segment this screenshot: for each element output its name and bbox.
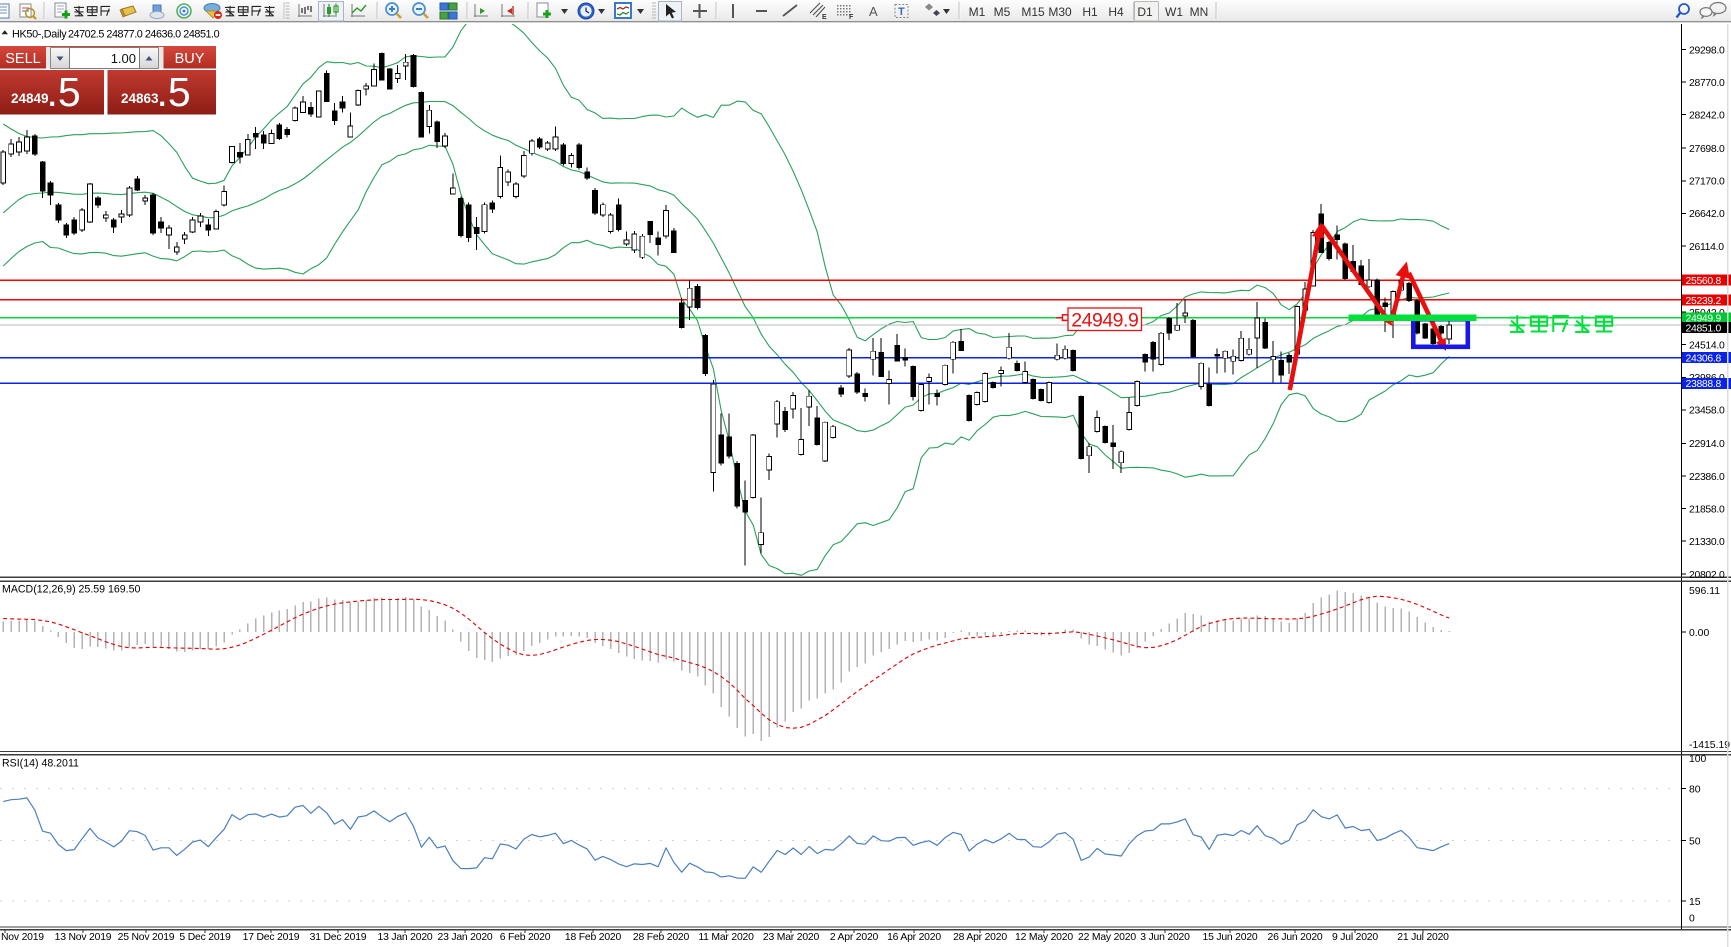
svg-text:Nov 2019: Nov 2019 xyxy=(1,932,44,943)
svg-text:-1415.19: -1415.19 xyxy=(1689,740,1730,751)
svg-text:80: 80 xyxy=(1689,784,1701,795)
svg-text:27170.0: 27170.0 xyxy=(1689,177,1725,188)
svg-text:25 Nov 2019: 25 Nov 2019 xyxy=(118,932,175,943)
svg-text:22914.0: 22914.0 xyxy=(1689,439,1725,450)
svg-text:H4: H4 xyxy=(1108,5,1124,19)
svg-text:0: 0 xyxy=(1689,914,1695,925)
svg-text:11 Mar 2020: 11 Mar 2020 xyxy=(698,932,754,943)
svg-text:15: 15 xyxy=(1689,897,1701,908)
svg-text:F: F xyxy=(849,14,854,21)
svg-text:25239.2: 25239.2 xyxy=(1686,296,1722,307)
svg-text:21 Jul 2020: 21 Jul 2020 xyxy=(1397,932,1449,943)
svg-text:16 Apr 2020: 16 Apr 2020 xyxy=(887,932,941,943)
svg-text:W1: W1 xyxy=(1165,5,1183,19)
svg-text:BUY: BUY xyxy=(175,51,205,67)
svg-text:M5: M5 xyxy=(994,5,1011,19)
svg-text:50: 50 xyxy=(1689,836,1701,847)
svg-text:D1: D1 xyxy=(1137,5,1153,19)
svg-text:22386.0: 22386.0 xyxy=(1689,472,1725,483)
svg-text:24949.9: 24949.9 xyxy=(1071,310,1138,332)
svg-text:SELL: SELL xyxy=(5,51,40,67)
svg-text:0.00: 0.00 xyxy=(1689,628,1709,639)
svg-text:28242.0: 28242.0 xyxy=(1689,110,1725,121)
svg-text:15 Jun 2020: 15 Jun 2020 xyxy=(1203,932,1258,943)
svg-text:28 Apr 2020: 28 Apr 2020 xyxy=(953,932,1007,943)
svg-text:.5: .5 xyxy=(47,69,81,115)
svg-text:25560.8: 25560.8 xyxy=(1686,276,1722,287)
svg-text:24863: 24863 xyxy=(121,91,159,106)
svg-text:21330.0: 21330.0 xyxy=(1689,537,1725,548)
svg-text:5 Dec 2019: 5 Dec 2019 xyxy=(179,932,231,943)
svg-text:RSI(14) 48.2011: RSI(14) 48.2011 xyxy=(2,758,79,770)
svg-text:28770.0: 28770.0 xyxy=(1689,78,1725,89)
svg-text:24306.8: 24306.8 xyxy=(1686,353,1722,364)
svg-text:27698.0: 27698.0 xyxy=(1689,144,1725,155)
svg-text:M15: M15 xyxy=(1021,5,1045,19)
svg-text:31 Dec 2019: 31 Dec 2019 xyxy=(310,932,367,943)
svg-text:E: E xyxy=(822,14,827,21)
svg-text:24514.0: 24514.0 xyxy=(1689,340,1725,351)
svg-text:3 Jun 2020: 3 Jun 2020 xyxy=(1140,932,1190,943)
svg-text:22 May 2020: 22 May 2020 xyxy=(1078,932,1136,943)
svg-text:26642.0: 26642.0 xyxy=(1689,209,1725,220)
svg-text:T: T xyxy=(898,6,905,18)
svg-text:28 Feb 2020: 28 Feb 2020 xyxy=(633,932,690,943)
svg-text:29298.0: 29298.0 xyxy=(1689,45,1725,56)
svg-text:596.11: 596.11 xyxy=(1689,586,1720,597)
svg-text:24949.9: 24949.9 xyxy=(1686,314,1722,325)
svg-text:1.00: 1.00 xyxy=(111,51,136,66)
svg-text:21858.0: 21858.0 xyxy=(1689,504,1725,515)
svg-text:6 Feb 2020: 6 Feb 2020 xyxy=(500,932,551,943)
svg-text:26 Jun 2020: 26 Jun 2020 xyxy=(1268,932,1323,943)
svg-text:2 Apr 2020: 2 Apr 2020 xyxy=(830,932,879,943)
svg-text:MN: MN xyxy=(1190,5,1209,19)
svg-text:H1: H1 xyxy=(1082,5,1098,19)
svg-text:MACD(12,26,9) 25.59 169.50: MACD(12,26,9) 25.59 169.50 xyxy=(2,584,140,596)
svg-text:9 Jul 2020: 9 Jul 2020 xyxy=(1332,932,1378,943)
svg-text:A: A xyxy=(869,4,878,19)
svg-text:13 Nov 2019: 13 Nov 2019 xyxy=(55,932,112,943)
svg-text:.5: .5 xyxy=(157,69,191,115)
svg-text:M30: M30 xyxy=(1048,5,1072,19)
svg-text:17 Dec 2019: 17 Dec 2019 xyxy=(243,932,300,943)
svg-text:13 Jan 2020: 13 Jan 2020 xyxy=(378,932,433,943)
svg-text:24851.0: 24851.0 xyxy=(1686,323,1722,334)
svg-text:M1: M1 xyxy=(969,5,986,19)
svg-text:23458.0: 23458.0 xyxy=(1689,406,1725,417)
svg-text:100: 100 xyxy=(1689,754,1707,765)
svg-text:23 Jan 2020: 23 Jan 2020 xyxy=(438,932,493,943)
svg-text:24702.5 24877.0 24636.0 24851.: 24702.5 24877.0 24636.0 24851.0 xyxy=(68,29,220,41)
svg-text:HK50-,Daily: HK50-,Daily xyxy=(12,29,67,41)
svg-text:20802.0: 20802.0 xyxy=(1689,570,1725,581)
svg-text:18 Feb 2020: 18 Feb 2020 xyxy=(565,932,622,943)
svg-text:23888.8: 23888.8 xyxy=(1686,379,1722,390)
svg-text:24849: 24849 xyxy=(11,91,49,106)
svg-text:23 Mar 2020: 23 Mar 2020 xyxy=(763,932,820,943)
svg-text:26114.0: 26114.0 xyxy=(1689,242,1724,253)
svg-text:12 May 2020: 12 May 2020 xyxy=(1015,932,1073,943)
